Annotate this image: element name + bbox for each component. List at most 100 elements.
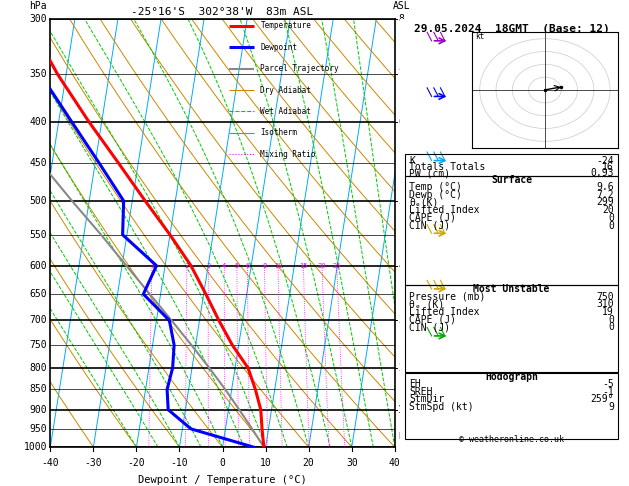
Text: -40: -40 <box>42 458 59 468</box>
Text: 550: 550 <box>30 230 47 240</box>
Text: Temp (°C): Temp (°C) <box>409 182 462 192</box>
Text: 30: 30 <box>346 458 358 468</box>
Text: 15: 15 <box>299 262 308 269</box>
Text: 8: 8 <box>262 262 267 269</box>
Text: 1: 1 <box>398 405 404 415</box>
Text: 9.6: 9.6 <box>596 182 614 192</box>
Text: LCL: LCL <box>398 432 412 441</box>
Text: 4: 4 <box>222 262 226 269</box>
Text: Mixing Ratio: Mixing Ratio <box>260 150 316 158</box>
Text: 6: 6 <box>398 117 404 127</box>
Text: 0: 0 <box>608 221 614 230</box>
Text: 2: 2 <box>398 363 404 373</box>
Text: CIN (J): CIN (J) <box>409 221 450 230</box>
Text: 259°: 259° <box>591 394 614 404</box>
Text: Lifted Index: Lifted Index <box>409 205 480 215</box>
Text: 7.2: 7.2 <box>596 190 614 200</box>
Text: 20: 20 <box>318 262 326 269</box>
Text: θₑ(K): θₑ(K) <box>409 197 439 208</box>
Text: 3: 3 <box>398 315 404 326</box>
Text: 950: 950 <box>30 424 47 434</box>
Text: 1000: 1000 <box>23 442 47 452</box>
Text: 400: 400 <box>30 117 47 127</box>
Text: CAPE (J): CAPE (J) <box>409 314 457 325</box>
Text: 4: 4 <box>398 260 404 271</box>
Title: -25°16'S  302°38'W  83m ASL: -25°16'S 302°38'W 83m ASL <box>131 7 314 17</box>
Text: 300: 300 <box>30 15 47 24</box>
Text: 19: 19 <box>602 307 614 317</box>
Text: Temperature: Temperature <box>260 21 311 30</box>
Text: 8: 8 <box>398 15 404 24</box>
Text: © weatheronline.co.uk: © weatheronline.co.uk <box>459 434 564 444</box>
Text: Pressure (mb): Pressure (mb) <box>409 292 486 302</box>
Text: 20: 20 <box>602 205 614 215</box>
Text: 29.05.2024  18GMT  (Base: 12): 29.05.2024 18GMT (Base: 12) <box>414 24 610 34</box>
Text: Dewp (°C): Dewp (°C) <box>409 190 462 200</box>
Text: 6: 6 <box>245 262 250 269</box>
Text: Most Unstable: Most Unstable <box>474 284 550 294</box>
Text: 700: 700 <box>30 315 47 326</box>
Text: 5: 5 <box>398 196 404 206</box>
Text: 25: 25 <box>333 262 341 269</box>
Text: 800: 800 <box>30 363 47 373</box>
Text: Dry Adiabat: Dry Adiabat <box>260 86 311 94</box>
Text: 40: 40 <box>389 458 401 468</box>
Text: CAPE (J): CAPE (J) <box>409 213 457 223</box>
Text: StmDir: StmDir <box>409 394 445 404</box>
Text: K: K <box>409 156 415 166</box>
Text: 450: 450 <box>30 158 47 169</box>
Text: 0: 0 <box>608 322 614 332</box>
Text: -30: -30 <box>84 458 102 468</box>
Text: Surface: Surface <box>491 175 532 185</box>
Text: Dewpoint / Temperature (°C): Dewpoint / Temperature (°C) <box>138 475 307 485</box>
Text: PW (cm): PW (cm) <box>409 169 450 178</box>
Text: Hodograph: Hodograph <box>485 372 538 382</box>
Text: StmSpd (kt): StmSpd (kt) <box>409 402 474 412</box>
Text: -24: -24 <box>596 156 614 166</box>
Text: km
ASL: km ASL <box>393 0 411 11</box>
Text: Totals Totals: Totals Totals <box>409 162 486 172</box>
Text: 500: 500 <box>30 196 47 206</box>
Text: 310: 310 <box>596 299 614 309</box>
Text: Wet Adiabat: Wet Adiabat <box>260 107 311 116</box>
Text: Parcel Trajectory: Parcel Trajectory <box>260 64 339 73</box>
Bar <box>405 154 618 175</box>
Text: Dewpoint: Dewpoint <box>260 43 298 52</box>
Text: 1: 1 <box>150 262 154 269</box>
Text: EH: EH <box>409 379 421 389</box>
Text: θₑ (K): θₑ (K) <box>409 299 445 309</box>
Text: 0.93: 0.93 <box>591 169 614 178</box>
Text: hPa: hPa <box>30 1 47 11</box>
Text: Isotherm: Isotherm <box>260 128 298 137</box>
Text: 2: 2 <box>185 262 189 269</box>
Text: 350: 350 <box>30 69 47 79</box>
Text: 7: 7 <box>398 69 404 79</box>
Text: 9: 9 <box>608 402 614 412</box>
Text: -5: -5 <box>602 379 614 389</box>
Text: 5: 5 <box>235 262 239 269</box>
Text: 0: 0 <box>608 213 614 223</box>
Text: 16: 16 <box>602 162 614 172</box>
Text: Lifted Index: Lifted Index <box>409 307 480 317</box>
Text: 850: 850 <box>30 384 47 395</box>
Text: -10: -10 <box>170 458 188 468</box>
Bar <box>405 373 618 438</box>
Text: 600: 600 <box>30 260 47 271</box>
Text: 0: 0 <box>220 458 226 468</box>
Text: -1: -1 <box>602 386 614 397</box>
Text: 650: 650 <box>30 289 47 299</box>
Bar <box>405 285 618 372</box>
Text: 750: 750 <box>30 340 47 350</box>
Text: 900: 900 <box>30 405 47 415</box>
Text: CIN (J): CIN (J) <box>409 322 450 332</box>
Bar <box>405 176 618 285</box>
Text: 3: 3 <box>206 262 211 269</box>
Text: 299: 299 <box>596 197 614 208</box>
Text: Mixing Ratio (g/kg): Mixing Ratio (g/kg) <box>435 186 444 281</box>
Text: 20: 20 <box>303 458 314 468</box>
Text: 0: 0 <box>608 314 614 325</box>
Text: -20: -20 <box>128 458 145 468</box>
Text: 10: 10 <box>274 262 282 269</box>
Text: 10: 10 <box>260 458 272 468</box>
Text: 750: 750 <box>596 292 614 302</box>
